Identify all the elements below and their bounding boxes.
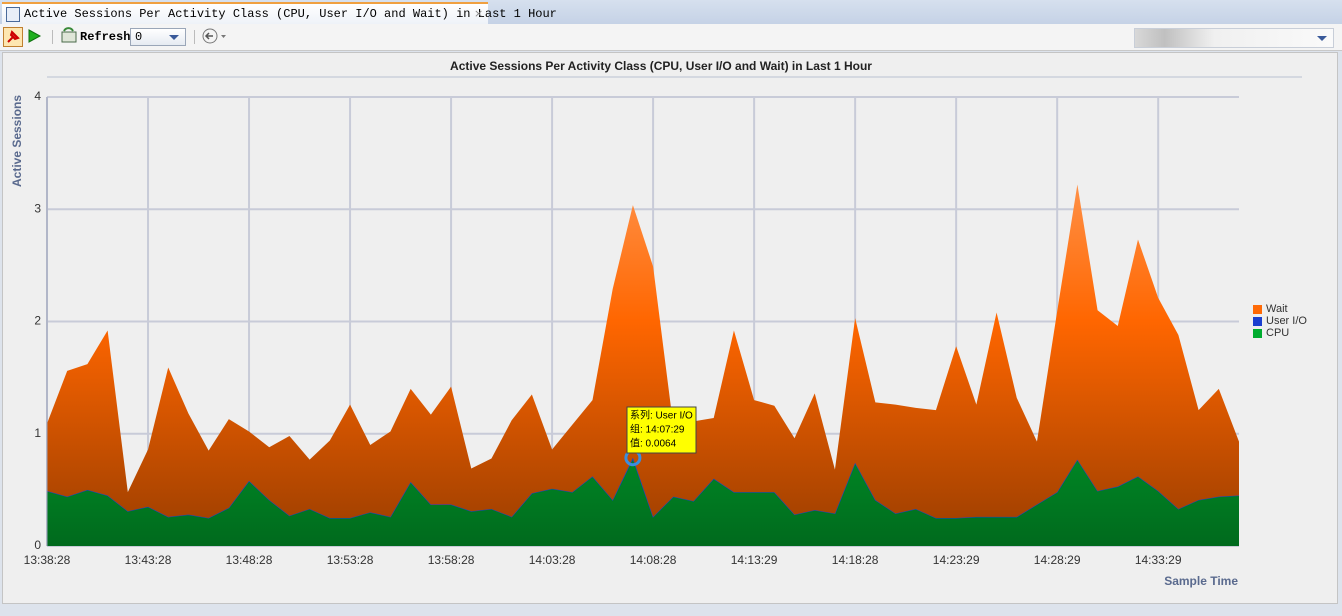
tab-icon — [6, 7, 20, 22]
tooltip-line: 系列: User I/O — [630, 409, 693, 422]
run-button[interactable] — [25, 27, 45, 47]
x-tick-label: 13:58:28 — [428, 553, 475, 567]
pin-icon — [7, 30, 20, 43]
legend-swatch — [1253, 329, 1262, 338]
x-tick-label: 14:08:28 — [630, 553, 677, 567]
dropdown-arrow — [1317, 36, 1327, 41]
refresh-glyph — [61, 27, 77, 43]
tab-bar: Active Sessions Per Activity Class (CPU,… — [0, 0, 1342, 24]
y-tick-label: 4 — [34, 89, 41, 103]
chart-title: Active Sessions Per Activity Class (CPU,… — [450, 59, 872, 73]
x-tick-label: 14:18:28 — [832, 553, 879, 567]
y-tick-label: 1 — [34, 426, 41, 440]
x-tick-label: 13:38:28 — [24, 553, 71, 567]
x-tick-label: 13:48:28 — [226, 553, 273, 567]
area — [47, 184, 1239, 518]
legend-label: User I/O — [1266, 315, 1307, 327]
run-icon — [28, 29, 42, 43]
back-button[interactable] — [201, 27, 229, 47]
x-tick-label: 14:03:28 — [529, 553, 576, 567]
area — [47, 458, 1239, 546]
separator — [52, 30, 53, 44]
x-axis-title: Sample Time — [1164, 574, 1238, 588]
pin-button[interactable] — [3, 27, 23, 47]
legend-label: CPU — [1266, 327, 1289, 339]
x-tick-label: 13:43:28 — [125, 553, 172, 567]
back-icon — [202, 28, 226, 44]
legend-swatch — [1253, 305, 1262, 314]
legend-swatch — [1253, 317, 1262, 326]
y-tick-label: 3 — [34, 201, 41, 215]
x-tick-label: 14:13:29 — [731, 553, 778, 567]
tab[interactable]: Active Sessions Per Activity Class (CPU,… — [2, 2, 557, 24]
tooltip-line: 值: 0.0064 — [630, 437, 677, 450]
x-tick-label: 14:28:29 — [1034, 553, 1081, 567]
y-tick-label: 2 — [34, 314, 41, 328]
x-tick-label: 13:53:28 — [327, 553, 374, 567]
refresh-icon — [60, 27, 80, 47]
refresh-value: 0 — [135, 30, 143, 44]
toolbar: Refresh: 0 — [0, 24, 1342, 51]
tooltip: 系列: User I/O组: 14:07:29值: 0.0064 — [626, 406, 697, 454]
refresh-select[interactable]: 0 — [130, 28, 186, 46]
y-tick-label: 0 — [34, 538, 41, 552]
dropdown-arrow — [169, 35, 179, 40]
tab-close[interactable]: × — [474, 7, 484, 20]
connection-select[interactable] — [1134, 28, 1334, 48]
tab-title: Active Sessions Per Activity Class (CPU,… — [24, 7, 557, 21]
tooltip-line: 组: 14:07:29 — [630, 423, 685, 436]
x-tick-label: 14:33:29 — [1135, 553, 1182, 567]
x-tick-label: 14:23:29 — [933, 553, 980, 567]
y-axis-title: Active Sessions — [10, 95, 24, 187]
refresh-label: Refresh: — [80, 30, 138, 44]
separator — [194, 30, 195, 44]
tooltip-box — [626, 406, 697, 454]
legend-label: Wait — [1266, 303, 1288, 315]
